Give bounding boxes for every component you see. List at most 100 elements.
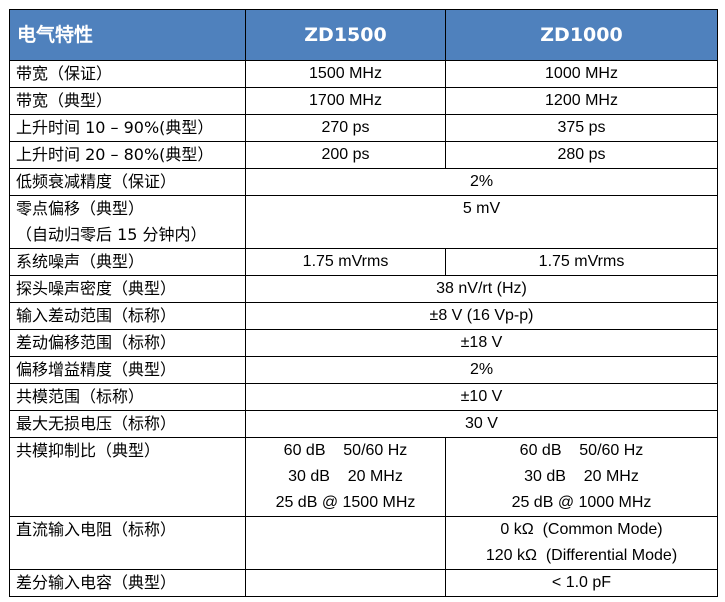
param-cell-line [16,543,241,569]
param-cell: 带宽（典型） [9,87,246,115]
value-cell-zd1500: 1500 MHz [245,60,446,88]
param-cell: 带宽（保证） [9,60,246,88]
param-cell-line: 零点偏移（典型） [16,199,145,218]
header-param: 电气特性 [9,9,246,61]
value-cell-zd1000: < 1.0 pF [445,569,718,597]
value-cell-zd1500 [245,569,446,597]
value-cell-merged-line: 38 nV/rt (Hz) [436,280,527,297]
spec-table: 电气特性 ZD1500 ZD1000 带宽（保证） 1500 MHz 1000 MH… [9,9,718,597]
param-cell-line: （自动归零后 15 分钟内） [16,225,207,244]
value-cell-merged: 2% [245,356,718,384]
value-cell-merged: 5 mV [245,195,718,249]
value-cell-merged: 30 V [245,410,718,438]
table-row: 偏移增益精度（典型） 2% [9,356,718,384]
value-cell-merged-line: 2% [469,361,494,378]
param-cell: 零点偏移（典型） （自动归零后 15 分钟内） [9,195,246,249]
value-cell-merged: ±18 V [245,329,718,357]
value-cell-merged: ±10 V [245,383,718,411]
value-cell-zd1500-line: 1700 MHz [309,92,382,109]
value-cell-zd1000: 1200 MHz [445,87,718,115]
value-cell-zd1000-line: 1000 MHz [545,65,618,82]
table-row: 带宽（典型） 1700 MHz 1200 MHz [9,87,718,115]
param-cell-line: 带宽（典型） [16,91,113,110]
param-cell: 上升时间 20 – 80%(典型） [9,141,246,169]
value-cell-merged-line: 2% [469,173,494,190]
value-cell-zd1500-line [250,571,441,596]
table-row: 零点偏移（典型） （自动归零后 15 分钟内） 5 mV [9,195,718,249]
param-cell: 探头噪声密度（典型） [9,275,246,303]
value-cell-zd1500: 270 ps [245,114,446,142]
param-cell-line: 输入差动范围（标称） [16,306,177,325]
param-cell: 偏移增益精度（典型） [9,356,246,384]
param-cell: 最大无损电压（标称） [9,410,246,438]
param-cell-line: 差分输入电容（典型） [16,573,177,592]
value-cell-zd1000-line: 0 kΩ (Common Mode) [500,521,663,538]
table-row: 带宽（保证） 1500 MHz 1000 MHz [9,60,718,88]
value-cell-zd1000-line: 60 dB 50/60 Hz [519,442,644,459]
param-cell: 直流输入电阻（标称） [9,516,246,570]
value-cell-zd1500-line: 30 dB 20 MHz [288,468,403,485]
value-cell-zd1000: 60 dB 50/60 Hz 30 dB 20 MHz 25 dB @ 1000 M… [445,437,718,517]
table-row: 低频衰减精度（保证） 2% [9,168,718,196]
header-row: 电气特性 ZD1500 ZD1000 [9,9,718,61]
table-row: 上升时间 10 – 90%(典型） 270 ps 375 ps [9,114,718,142]
param-cell-line: 直流输入电阻（标称） [16,520,177,539]
param-cell-line: 低频衰减精度（保证） [16,172,177,191]
value-cell-zd1000: 375 ps [445,114,718,142]
value-cell-merged-line [250,222,713,248]
spec-body: 带宽（保证） 1500 MHz 1000 MHz 带宽（典型） 1700 MHz 1200… [9,60,718,597]
value-cell-zd1000-line: 25 dB @ 1000 MHz [511,494,652,511]
value-cell-merged: 38 nV/rt (Hz) [245,275,718,303]
param-cell-line: 上升时间 10 – 90%(典型） [16,118,214,137]
param-cell-line: 系统噪声（典型） [16,252,145,271]
param-cell: 差动偏移范围（标称） [9,329,246,357]
param-cell-line [16,464,241,490]
value-cell-zd1500-line: 1.75 mVrms [302,253,389,270]
value-cell-zd1500-line: 1500 MHz [309,65,382,82]
value-cell-zd1000-line: 375 ps [557,119,606,136]
value-cell-merged-line: ±8 V (16 Vp-p) [429,307,534,324]
value-cell-zd1500-line [250,543,441,569]
value-cell-zd1000-line: 280 ps [557,146,606,163]
param-cell: 系统噪声（典型） [9,248,246,276]
param-cell: 共模抑制比（典型） [9,437,246,517]
header-model-zd1500: ZD1500 [245,9,446,61]
param-cell-line: 共模抑制比（典型） [16,441,161,460]
value-cell-zd1000: 0 kΩ (Common Mode) 120 kΩ (Differential M… [445,516,718,570]
table-row: 共模抑制比（典型） 60 dB 50/60 Hz 30 dB 20 MHz 25 d… [9,437,718,517]
param-cell-line: 上升时间 20 – 80%(典型） [16,145,214,164]
table-row: 探头噪声密度（典型） 38 nV/rt (Hz) [9,275,718,303]
value-cell-zd1000-line: < 1.0 pF [551,574,612,591]
value-cell-zd1500 [245,516,446,570]
value-cell-zd1500: 200 ps [245,141,446,169]
value-cell-zd1500-line: 60 dB 50/60 Hz [283,442,408,459]
value-cell-merged-line: 5 mV [462,200,501,217]
header-model-zd1000: ZD1000 [445,9,718,61]
param-cell-line [16,490,241,516]
value-cell-zd1500-line: 200 ps [321,146,370,163]
value-cell-zd1500: 60 dB 50/60 Hz 30 dB 20 MHz 25 dB @ 1500 M… [245,437,446,517]
value-cell-merged: 2% [245,168,718,196]
table-row: 共模范围（标称） ±10 V [9,383,718,411]
table-row: 最大无损电压（标称） 30 V [9,410,718,438]
param-cell-line: 探头噪声密度（典型） [16,279,177,298]
value-cell-zd1000-line: 1.75 mVrms [538,253,625,270]
value-cell-zd1000: 1.75 mVrms [445,248,718,276]
table-row: 系统噪声（典型） 1.75 mVrms 1.75 mVrms [9,248,718,276]
value-cell-zd1000-line: 120 kΩ (Differential Mode) [485,547,678,564]
value-cell-merged-line: ±18 V [460,334,503,351]
value-cell-merged-line: ±10 V [460,388,503,405]
table-row: 上升时间 20 – 80%(典型） 200 ps 280 ps [9,141,718,169]
table-row: 输入差动范围（标称） ±8 V (16 Vp-p) [9,302,718,330]
param-cell: 差分输入电容（典型） [9,569,246,597]
value-cell-zd1500-line [250,518,441,544]
param-cell: 上升时间 10 – 90%(典型） [9,114,246,142]
value-cell-zd1500-line: 270 ps [321,119,370,136]
param-cell: 低频衰减精度（保证） [9,168,246,196]
param-cell-line: 差动偏移范围（标称） [16,333,177,352]
table-row: 差动偏移范围（标称） ±18 V [9,329,718,357]
value-cell-zd1000: 280 ps [445,141,718,169]
value-cell-zd1500: 1700 MHz [245,87,446,115]
param-cell-line: 带宽（保证） [16,64,113,83]
param-cell: 共模范围（标称） [9,383,246,411]
